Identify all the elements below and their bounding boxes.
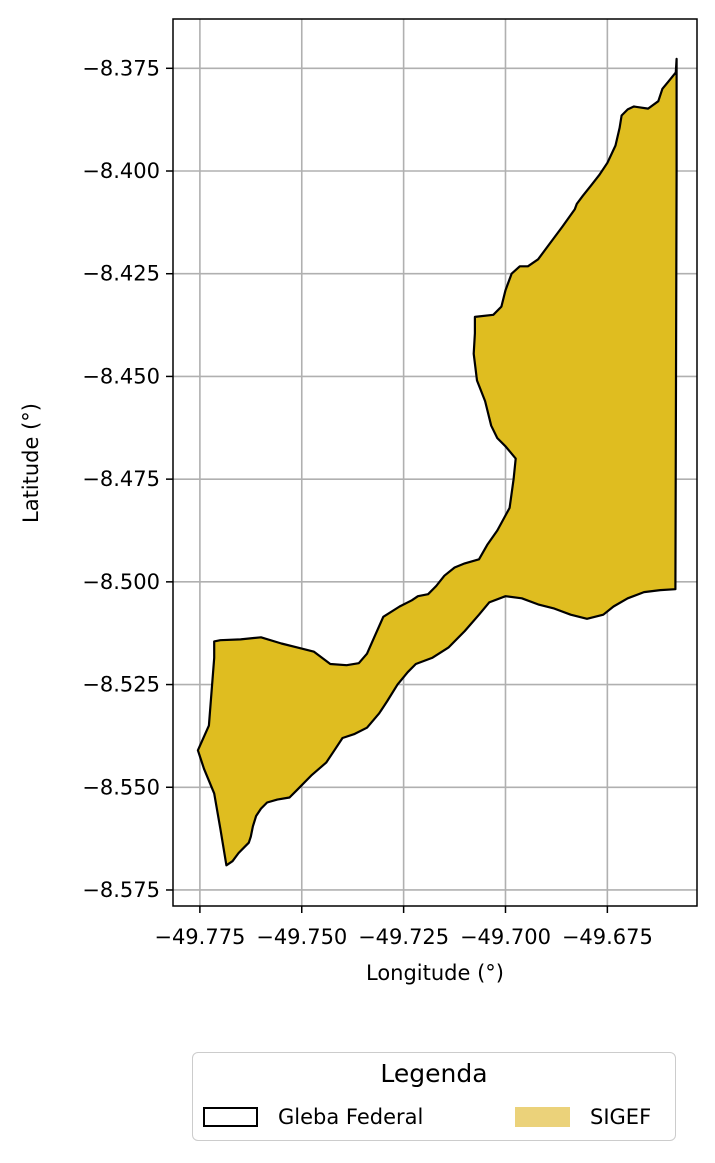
x-axis-ticks: −49.775 −49.750 −49.725 −49.700 −49.675: [154, 906, 653, 949]
y-tick-label: −8.575: [82, 878, 160, 902]
y-tick-label: −8.450: [82, 364, 160, 388]
y-tick-label: −8.475: [82, 467, 160, 491]
legend: Legenda Gleba Federal SIGEF: [192, 1052, 676, 1141]
y-tick-label: −8.400: [82, 159, 160, 183]
y-axis-ticks: −8.375 −8.400 −8.425 −8.450 −8.475 −8.500 −8.5…: [82, 56, 173, 902]
legend-entry-sigef: SIGEF: [515, 1101, 651, 1133]
axes-frame: [172, 18, 698, 907]
y-tick-label: −8.375: [82, 56, 160, 80]
x-tick-label: −49.725: [358, 925, 449, 949]
y-tick-label: −8.425: [82, 262, 160, 286]
x-tick-label: −49.675: [562, 925, 653, 949]
x-axis-label: Longitude (°): [366, 961, 504, 985]
legend-swatch-gleba-federal: [203, 1107, 258, 1127]
legend-title: Legenda: [380, 1059, 488, 1088]
gleba-federal-polygon: [196, 57, 678, 867]
legend-swatch-sigef: [515, 1107, 570, 1127]
y-tick-label: −8.550: [82, 775, 160, 799]
y-tick-label: −8.525: [82, 673, 160, 697]
x-tick-label: −49.750: [256, 925, 347, 949]
y-axis-label: Latitude (°): [19, 403, 43, 523]
legend-entry-gleba-federal: Gleba Federal: [203, 1101, 423, 1133]
legend-label-sigef: SIGEF: [590, 1105, 652, 1129]
legend-label-gleba-federal: Gleba Federal: [278, 1105, 424, 1129]
x-tick-label: −49.775: [154, 925, 245, 949]
y-tick-label: −8.500: [82, 570, 160, 594]
x-tick-label: −49.700: [460, 925, 551, 949]
